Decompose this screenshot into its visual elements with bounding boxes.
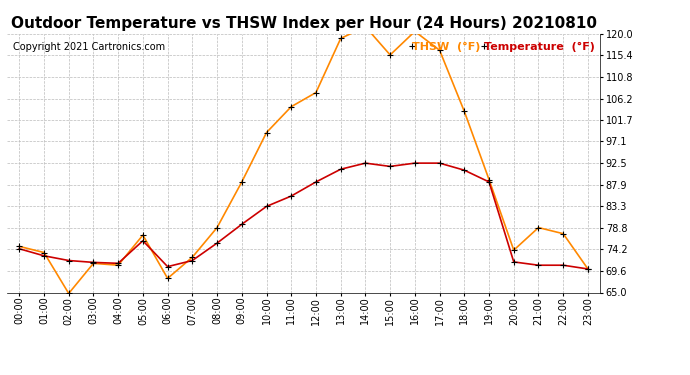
- THSW  (°F): [337, 36, 345, 41]
- THSW  (°F): [411, 29, 419, 34]
- THSW  (°F): [362, 24, 370, 29]
- Temperature  (°F): [213, 241, 221, 245]
- THSW  (°F): [139, 233, 147, 237]
- THSW  (°F): [485, 177, 493, 182]
- Line: THSW  (°F): THSW (°F): [17, 24, 591, 296]
- Temperature  (°F): [65, 258, 73, 263]
- Temperature  (°F): [584, 267, 592, 271]
- THSW  (°F): [559, 231, 567, 236]
- Temperature  (°F): [287, 194, 295, 198]
- Text: Copyright 2021 Cartronics.com: Copyright 2021 Cartronics.com: [13, 42, 165, 51]
- THSW  (°F): [15, 244, 23, 249]
- THSW  (°F): [188, 255, 197, 260]
- Temperature  (°F): [435, 161, 444, 165]
- Temperature  (°F): [164, 264, 172, 269]
- THSW  (°F): [164, 276, 172, 280]
- Temperature  (°F): [15, 246, 23, 251]
- Temperature  (°F): [362, 161, 370, 165]
- THSW  (°F): [435, 48, 444, 52]
- THSW  (°F): [237, 180, 246, 184]
- Title: Outdoor Temperature vs THSW Index per Hour (24 Hours) 20210810: Outdoor Temperature vs THSW Index per Ho…: [10, 16, 597, 31]
- Temperature  (°F): [40, 254, 48, 258]
- THSW  (°F): [312, 90, 320, 95]
- Legend: THSW  (°F), Temperature  (°F): THSW (°F), Temperature (°F): [412, 42, 595, 52]
- Temperature  (°F): [237, 222, 246, 226]
- Temperature  (°F): [411, 161, 419, 165]
- THSW  (°F): [460, 109, 469, 114]
- Temperature  (°F): [534, 263, 542, 267]
- THSW  (°F): [534, 225, 542, 230]
- THSW  (°F): [262, 130, 270, 135]
- THSW  (°F): [213, 225, 221, 230]
- THSW  (°F): [114, 263, 122, 267]
- Temperature  (°F): [89, 260, 97, 265]
- Temperature  (°F): [386, 164, 394, 169]
- Temperature  (°F): [337, 167, 345, 171]
- Temperature  (°F): [510, 260, 518, 264]
- Temperature  (°F): [559, 263, 567, 267]
- THSW  (°F): [89, 261, 97, 266]
- THSW  (°F): [510, 248, 518, 252]
- Temperature  (°F): [114, 261, 122, 266]
- THSW  (°F): [287, 104, 295, 109]
- THSW  (°F): [584, 267, 592, 271]
- Temperature  (°F): [312, 180, 320, 184]
- Temperature  (°F): [262, 204, 270, 209]
- THSW  (°F): [40, 250, 48, 255]
- Temperature  (°F): [139, 238, 147, 243]
- Line: Temperature  (°F): Temperature (°F): [17, 160, 591, 272]
- Temperature  (°F): [485, 180, 493, 184]
- Temperature  (°F): [188, 258, 197, 263]
- THSW  (°F): [65, 291, 73, 296]
- Temperature  (°F): [460, 168, 469, 172]
- THSW  (°F): [386, 53, 394, 57]
